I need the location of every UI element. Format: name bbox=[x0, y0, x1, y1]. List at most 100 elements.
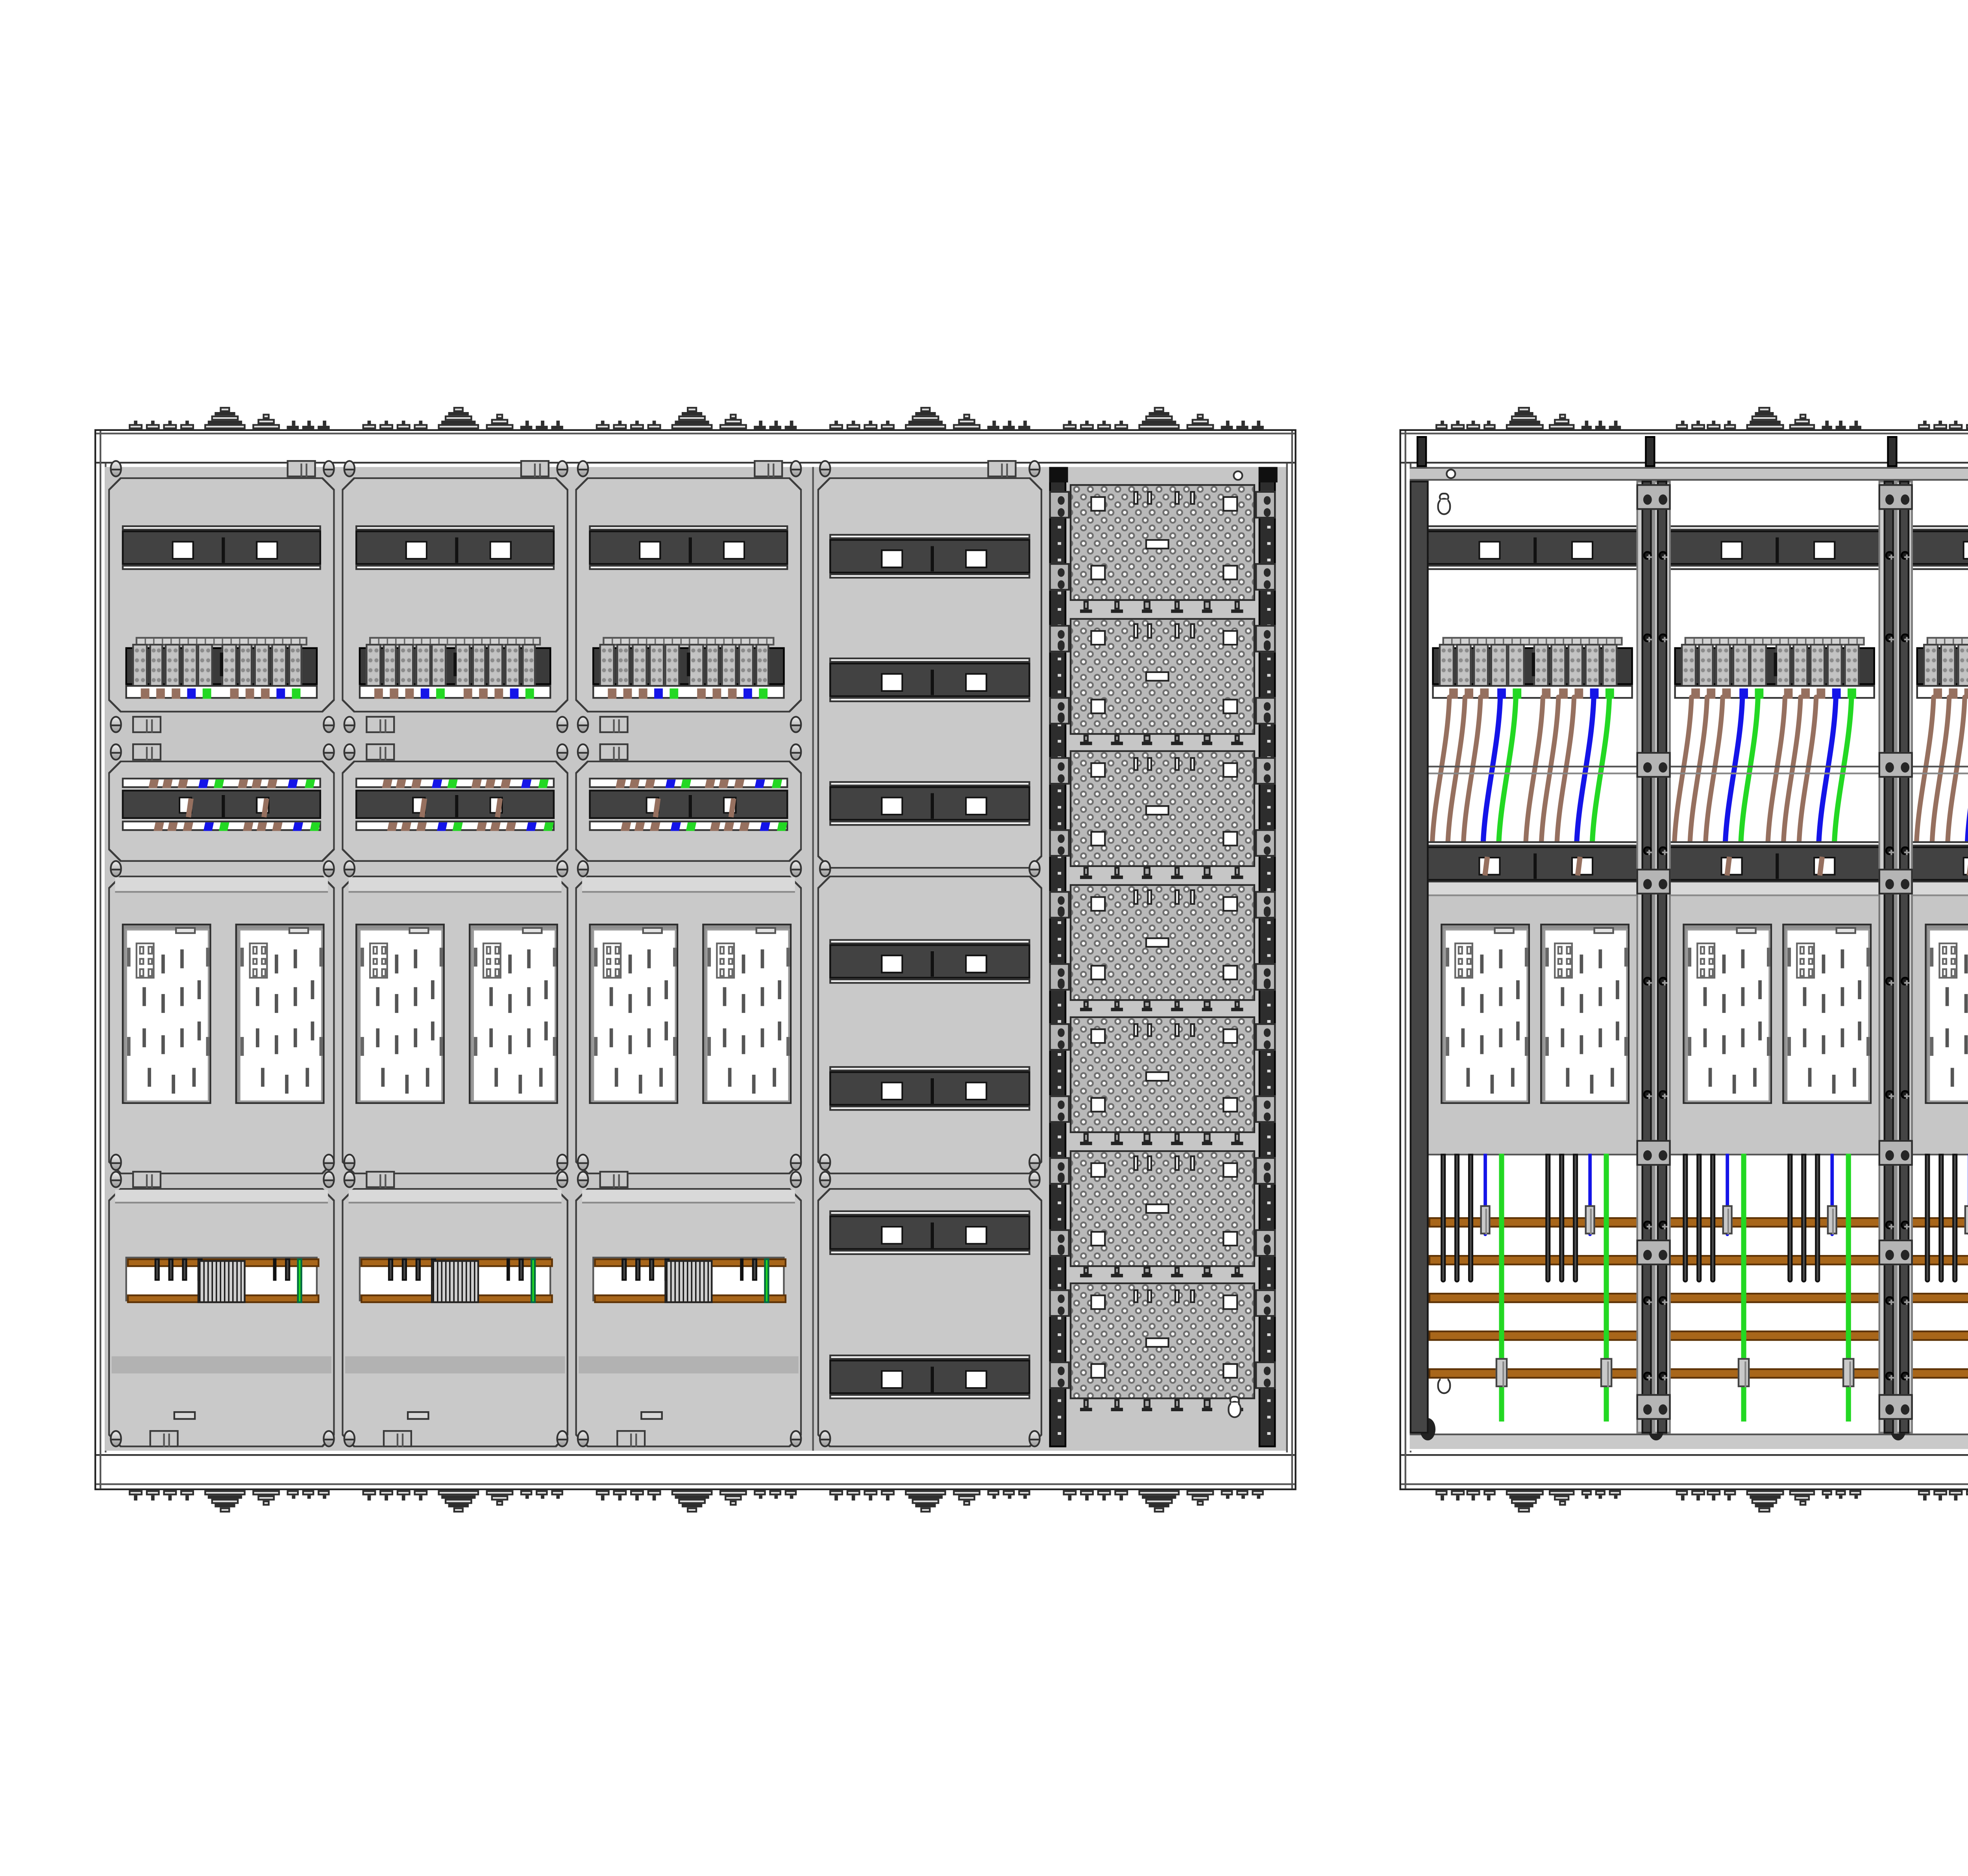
cover-screw bbox=[576, 716, 588, 733]
bracket-screw bbox=[1057, 1112, 1065, 1122]
clamp-screw bbox=[1659, 1403, 1667, 1414]
cover-latch bbox=[599, 716, 629, 733]
latch-slot bbox=[145, 719, 147, 733]
torx-cross bbox=[1888, 1225, 1894, 1227]
vent-slot bbox=[1499, 948, 1503, 968]
meter-side-tab bbox=[1525, 947, 1529, 966]
clamp-screw bbox=[1643, 878, 1652, 889]
perforated-plate bbox=[1069, 750, 1255, 867]
torx-cross bbox=[1646, 851, 1652, 853]
cable-entry-flange-step bbox=[846, 424, 860, 429]
terminal-mark-brown bbox=[405, 688, 414, 699]
vent-slot bbox=[647, 948, 651, 968]
plate-key-slot bbox=[1190, 889, 1195, 904]
din-rail-bottom-strip bbox=[829, 1394, 1030, 1399]
terminal-mark-green bbox=[758, 688, 767, 699]
screw-slot bbox=[324, 752, 333, 754]
din-rail-bottom-strip bbox=[829, 978, 1030, 984]
riser-conductor-dark bbox=[1683, 1153, 1689, 1283]
cable-entry-flange-step bbox=[1186, 1490, 1214, 1495]
plate-hook-tab bbox=[1144, 1399, 1150, 1407]
pe-riser-green bbox=[764, 1258, 769, 1303]
din-rail-cutout bbox=[964, 1081, 987, 1100]
cable-entry-flange-step bbox=[601, 420, 605, 425]
cover-screw bbox=[1027, 1171, 1040, 1188]
wire bbox=[1765, 695, 1788, 847]
cable-entry-flange-step bbox=[1102, 1495, 1106, 1500]
cable-entry-flange-step bbox=[146, 424, 160, 429]
cable-entry-flange-step bbox=[1519, 407, 1530, 412]
plate-hook-tab bbox=[1113, 1000, 1120, 1008]
plate-hook-tab bbox=[1232, 874, 1243, 879]
cable-entry-flange-step bbox=[520, 1490, 533, 1495]
door-shade-band bbox=[111, 1356, 331, 1374]
cable-entry-flange-step bbox=[963, 1500, 971, 1506]
din-rail-cutout bbox=[179, 797, 193, 817]
vent-slot bbox=[752, 1074, 756, 1093]
cover-latch bbox=[520, 460, 549, 477]
din-rail-slit bbox=[1532, 536, 1536, 562]
meter-seal-slot bbox=[720, 957, 725, 965]
meter-side-tab bbox=[553, 1036, 557, 1055]
meter-seal-cluster bbox=[602, 942, 621, 978]
cable-entry-flange-step bbox=[151, 420, 155, 425]
vent-slot bbox=[1841, 948, 1845, 968]
plate-square-hole bbox=[1090, 1363, 1106, 1379]
meter-seal-slot bbox=[261, 968, 267, 977]
meter-seal-slot bbox=[720, 968, 725, 977]
meter-window-face bbox=[592, 928, 677, 1103]
cable-entry-flange-step bbox=[630, 424, 644, 429]
plate-square-hole bbox=[1090, 565, 1106, 580]
cover-screw bbox=[342, 1171, 355, 1188]
profile-clamp-block bbox=[1878, 869, 1913, 895]
cable-entry-flange-step bbox=[133, 420, 138, 425]
plate-hook-tab bbox=[1113, 734, 1120, 742]
plate-hook-tab bbox=[1174, 1000, 1180, 1008]
din-rail-bottom-strip bbox=[1422, 565, 1643, 570]
vent-slot bbox=[1709, 1067, 1713, 1086]
cable-entry-flange-step bbox=[180, 1490, 194, 1495]
profile-clamp-block bbox=[1636, 869, 1671, 895]
cable-entry-flange-step bbox=[1835, 425, 1847, 429]
din-rail-bottom-strip bbox=[122, 565, 321, 570]
cable-entry-flange-step bbox=[540, 420, 544, 425]
cable-entry-flange-step bbox=[215, 411, 235, 416]
cable-entry-flange-step bbox=[1186, 424, 1214, 429]
cable-entry-flange-step bbox=[724, 419, 742, 424]
plate-square-hole bbox=[1223, 496, 1238, 512]
meter-window-face bbox=[1928, 928, 1968, 1103]
cable-entry-flange-step bbox=[215, 1503, 235, 1508]
din-rail-bottom-strip bbox=[1906, 565, 1968, 570]
cable-entry-flange-step bbox=[1613, 420, 1617, 425]
meter-seal-slot bbox=[615, 957, 621, 965]
cover-screw bbox=[109, 460, 121, 477]
vent-slot bbox=[494, 1067, 499, 1086]
cable-entry-flange-step bbox=[905, 1490, 946, 1495]
cable-entry-flange-step bbox=[262, 1500, 270, 1506]
plate-hook-tab bbox=[1144, 867, 1150, 875]
cable-entry-flange-step bbox=[652, 1495, 656, 1500]
terminal-mark-brown bbox=[1481, 688, 1490, 699]
terminal-mark-strip bbox=[592, 685, 785, 699]
vent-slot bbox=[1580, 993, 1584, 1013]
cable-entry-flange-step bbox=[1467, 424, 1480, 429]
cable-entry-flange-step bbox=[1554, 419, 1570, 424]
cable-entry-flange-step bbox=[438, 1490, 479, 1495]
torx-screw bbox=[1901, 1296, 1909, 1305]
meter-window-face bbox=[359, 928, 444, 1103]
bracket-screw bbox=[1263, 834, 1271, 844]
plate-square-hole bbox=[1223, 565, 1238, 580]
cable-entry-flange-step bbox=[613, 1490, 627, 1495]
cable-entry-flange-step bbox=[1745, 425, 1783, 429]
cable-entry-flange-step bbox=[919, 1508, 931, 1513]
clamp-screw bbox=[1885, 493, 1894, 504]
torx-screw bbox=[1901, 633, 1909, 642]
vent-slot bbox=[629, 954, 633, 973]
din-rail-slit bbox=[930, 950, 934, 976]
screw-slot bbox=[324, 869, 333, 871]
bracket-screw bbox=[1263, 907, 1271, 917]
meter-seal-slot bbox=[606, 946, 612, 954]
plate-centre-slot bbox=[1145, 1070, 1170, 1081]
cable-entry-flange-step bbox=[1142, 420, 1176, 425]
plate-square-hole bbox=[1090, 1294, 1106, 1310]
